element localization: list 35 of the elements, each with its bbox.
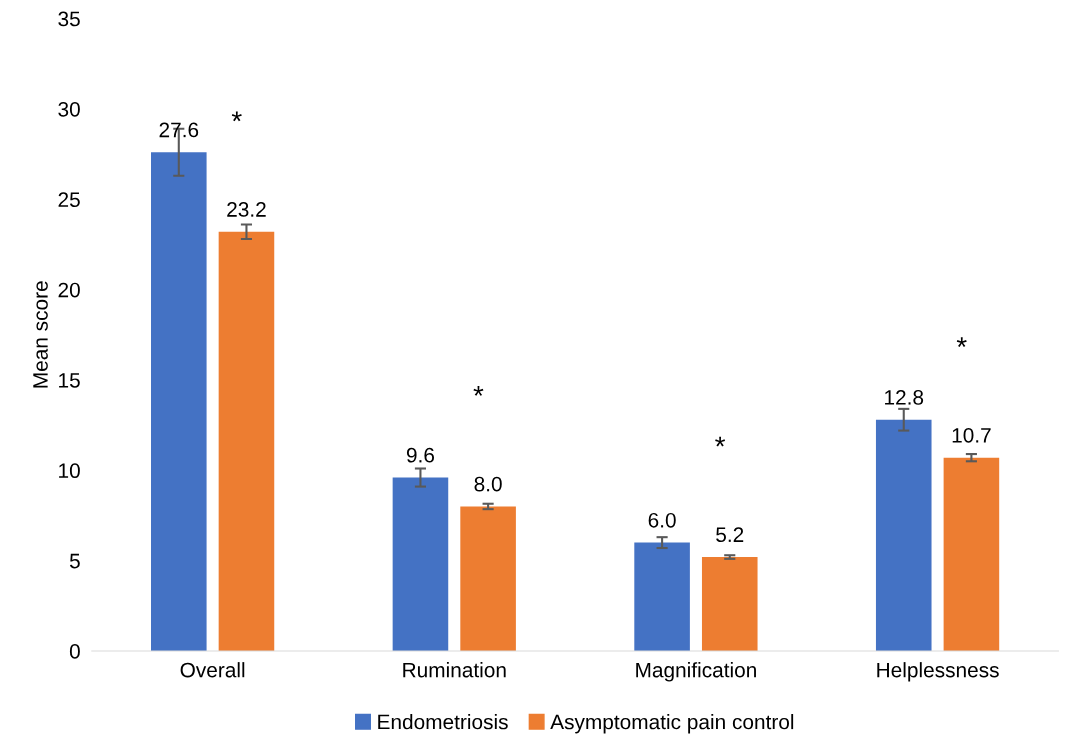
data-label: 6.0 <box>648 512 676 528</box>
annotation: * <box>956 337 967 348</box>
x-tick-label: Overall <box>180 662 245 678</box>
x-tick-label: Magnification <box>636 662 756 682</box>
bar <box>151 152 207 651</box>
annotation: * <box>715 436 726 447</box>
y-tick-label: 0 <box>69 644 80 659</box>
bar <box>218 231 275 651</box>
data-label: 27.6 <box>159 122 199 138</box>
y-tick-label: 15 <box>59 373 80 388</box>
y-axis-title: Mean score <box>33 281 48 388</box>
data-label: 23.2 <box>227 202 266 217</box>
x-tick-label: Helplessness <box>877 662 999 682</box>
y-tick-label: 20 <box>58 282 80 298</box>
data-label: 9.6 <box>406 447 435 463</box>
bar <box>634 542 690 651</box>
bar <box>875 419 932 651</box>
bar <box>392 477 449 651</box>
data-label: 8.0 <box>474 476 502 492</box>
y-tick-label: 25 <box>58 192 80 208</box>
annotation: * <box>473 386 484 396</box>
data-label: 10.7 <box>952 427 991 443</box>
y-tick-label: 30 <box>58 101 80 117</box>
data-label: 12.8 <box>885 390 924 405</box>
data-label: 5.2 <box>716 527 744 543</box>
bar <box>701 557 758 651</box>
bar <box>943 457 1000 651</box>
bar <box>460 506 516 651</box>
legend-label: Endometriosis <box>378 714 508 730</box>
annotation: * <box>231 111 242 122</box>
legend-label: Asymptomatic pain control <box>550 714 794 734</box>
y-tick-label: 35 <box>58 11 80 27</box>
x-tick-label: Rumination <box>403 662 506 678</box>
y-tick-label: 5 <box>69 553 80 569</box>
y-tick-label: 10 <box>59 463 80 479</box>
